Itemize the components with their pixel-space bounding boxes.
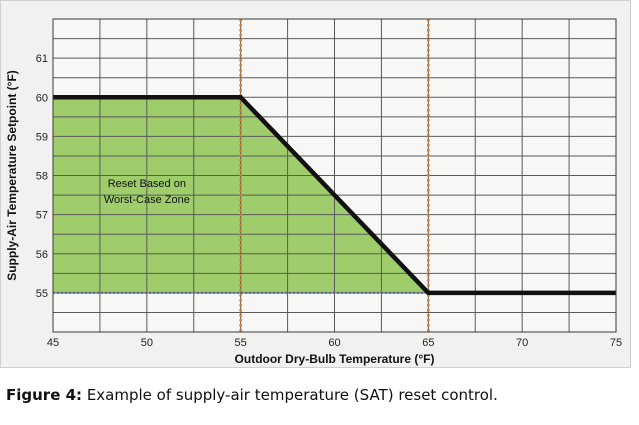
sat-reset-chart: 45 50 55 60 65 70 75 55 56 57 58 59 60 61 Outdoor Dry-… bbox=[5, 18, 622, 366]
x-tick-label: 45 bbox=[47, 337, 59, 349]
x-tick-label: 70 bbox=[516, 337, 528, 349]
y-tick-label: 56 bbox=[36, 249, 48, 261]
y-axis-title: Supply-Air Temperature Setpoint (°F) bbox=[5, 70, 19, 281]
y-tick-label: 61 bbox=[36, 53, 48, 65]
plot-frame bbox=[52, 18, 617, 333]
y-tick-label: 60 bbox=[36, 92, 48, 104]
x-tick-label: 50 bbox=[141, 337, 153, 349]
x-axis-title: Outdoor Dry-Bulb Temperature (°F) bbox=[235, 352, 435, 366]
x-tick-label: 75 bbox=[610, 337, 622, 349]
figure-caption: Figure 4: Example of supply-air temperat… bbox=[6, 386, 498, 404]
x-tick-label: 55 bbox=[235, 337, 247, 349]
sat-reset-line bbox=[53, 95, 616, 296]
region-annotation: Worst-Case Zone bbox=[104, 194, 190, 206]
y-tick-label: 58 bbox=[36, 171, 48, 183]
figure-frame: 45 50 55 60 65 70 75 55 56 57 58 59 60 61 Outdoor Dry-… bbox=[0, 0, 631, 368]
y-tick-label: 57 bbox=[36, 210, 48, 222]
region-annotation: Reset Based on bbox=[108, 178, 186, 190]
y-tick-label: 59 bbox=[36, 131, 48, 143]
caption-label: Figure 4: bbox=[6, 386, 83, 404]
x-tick-label: 60 bbox=[328, 337, 340, 349]
x-tick-label: 65 bbox=[422, 337, 434, 349]
y-tick-label: 55 bbox=[36, 288, 48, 300]
caption-text: Example of supply-air temperature (SAT) … bbox=[82, 386, 498, 404]
